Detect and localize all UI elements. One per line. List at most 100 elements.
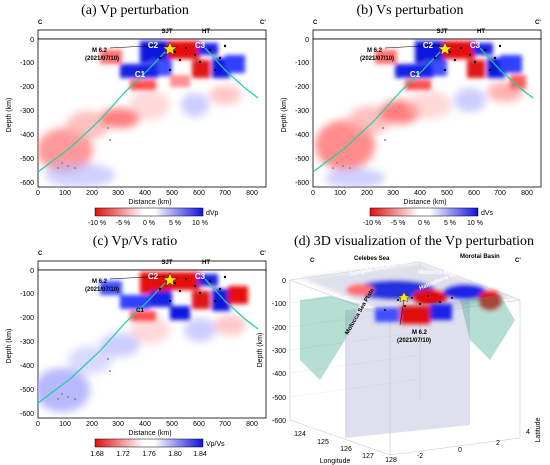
svg-text:300: 300 [387, 190, 399, 197]
svg-text:-300: -300 [272, 348, 286, 355]
svg-text:0: 0 [305, 37, 309, 44]
cluster-label-c2: C2 [148, 41, 159, 50]
svg-text:-500: -500 [272, 395, 286, 402]
event-date: (2021/07/10) [85, 287, 119, 293]
profile-start-label: C [313, 20, 318, 26]
svg-text:10 %: 10 % [467, 220, 483, 227]
svg-text:-2: -2 [417, 453, 423, 460]
svg-text:700: 700 [219, 421, 231, 428]
svg-text:-100: -100 [20, 291, 34, 298]
deep-event-points [57, 127, 111, 169]
event-date: (2021/07/10) [397, 338, 431, 344]
svg-text:1.84: 1.84 [193, 451, 207, 458]
panel-title: (c) Vp/Vs ratio [93, 234, 178, 249]
x-axis-label: Distance (km) [128, 199, 171, 206]
cluster-label-c2: C2 [423, 41, 434, 50]
profile-start-label: C [38, 20, 43, 26]
profile-start-label: C [38, 251, 43, 257]
hypocenter-points [433, 44, 502, 72]
z-axis-label: Depth (km) [257, 333, 264, 368]
svg-text:700: 700 [494, 190, 506, 197]
svg-text:100: 100 [59, 190, 71, 197]
y-axis-label: Latitude [535, 417, 542, 442]
svg-text:-10 %: -10 % [88, 220, 106, 227]
svg-text:200: 200 [86, 421, 98, 428]
svg-text:4: 4 [526, 429, 530, 436]
svg-text:1.76: 1.76 [142, 451, 156, 458]
colorbar-unit: dVp [206, 210, 219, 217]
cluster-label-c2: C2 [148, 272, 159, 281]
y-axis-ticks: 0 -100 -200 -300 -400 -500 -600 [295, 37, 309, 187]
svg-text:100: 100 [334, 190, 346, 197]
mainshock-star [162, 272, 178, 287]
z-axis-ticks: 0 -100 -200 -300 -400 -500 -600 [272, 278, 286, 425]
svg-text:600: 600 [193, 421, 205, 428]
svg-text:200: 200 [361, 190, 373, 197]
colorbar-unit: Vp/Vs [206, 441, 225, 448]
svg-text:-100: -100 [20, 60, 34, 67]
slab-trace [37, 282, 166, 404]
event-date: (2021/07/10) [360, 56, 394, 62]
panel-3d-visualization: (d) 3D visualization of the Vp perturbat… [257, 234, 542, 465]
svg-text:-400: -400 [295, 132, 309, 139]
svg-text:1.72: 1.72 [116, 451, 130, 458]
svg-text:500: 500 [166, 421, 178, 428]
event-name: M 6.2 [367, 48, 383, 54]
svg-text:-300: -300 [20, 108, 34, 115]
svg-text:400: 400 [139, 190, 151, 197]
svg-text:800: 800 [521, 190, 533, 197]
slab-trace [37, 51, 166, 173]
mainshock-star [162, 41, 178, 56]
svg-text:600: 600 [193, 190, 205, 197]
svg-text:100: 100 [59, 421, 71, 428]
svg-text:300: 300 [112, 190, 124, 197]
svg-text:800: 800 [246, 190, 258, 197]
colorbar [94, 438, 204, 448]
fault-label-ht: HT [202, 29, 210, 35]
cluster-label-c1: C1 [410, 70, 421, 79]
label-molucca-sea: Molucca Sea [418, 270, 455, 276]
svg-text:0: 0 [36, 421, 40, 428]
svg-text:-600: -600 [272, 418, 286, 425]
svg-text:500: 500 [441, 190, 453, 197]
svg-text:600: 600 [468, 190, 480, 197]
label-morotai-basin: Morotai Basin [460, 254, 500, 260]
svg-text:700: 700 [219, 190, 231, 197]
colorbar-unit: dVs [481, 210, 494, 217]
event-name: M 6.2 [92, 48, 108, 54]
fault-label-ht: HT [202, 260, 210, 266]
svg-text:0: 0 [36, 190, 40, 197]
profile-end-label: C' [515, 258, 521, 264]
svg-text:-400: -400 [20, 132, 34, 139]
y-axis-ticks: 0 -100 -200 -300 -400 -500 -600 [20, 37, 34, 187]
panel-title: (d) 3D visualization of the Vp perturbat… [294, 234, 534, 249]
svg-text:0: 0 [458, 447, 462, 454]
svg-text:300: 300 [112, 421, 124, 428]
panel-vp-perturbation: (a) Vp perturbation C C' SJT HT [6, 3, 267, 227]
svg-text:500: 500 [166, 190, 178, 197]
event-name: M 6.2 [92, 279, 108, 285]
cluster-label-c3: C3 [195, 41, 206, 50]
svg-text:0: 0 [282, 278, 286, 285]
svg-text:0: 0 [311, 190, 315, 197]
tomography-field [38, 272, 248, 412]
topography-band [37, 29, 267, 40]
profile-start-label: C [310, 258, 315, 264]
fault-label-sjt: SJT [161, 260, 172, 266]
deep-event-points [57, 358, 111, 400]
cluster-label-c1: C1 [136, 308, 144, 314]
svg-text:5 %: 5 % [169, 220, 181, 227]
svg-text:-100: -100 [272, 301, 286, 308]
svg-text:-400: -400 [272, 371, 286, 378]
profile-end-label: C' [535, 20, 541, 26]
surface-map [300, 263, 515, 316]
x-axis-ticks: 124 125 126 127 128 [294, 431, 397, 464]
event-date: (2021/07/10) [85, 56, 119, 62]
svg-text:5 %: 5 % [444, 220, 456, 227]
svg-text:10 %: 10 % [192, 220, 208, 227]
label-celebes-sea: Celebes Sea [354, 256, 390, 262]
section-anomalies [375, 304, 452, 324]
hypocenter-points [158, 275, 227, 303]
svg-text:128: 128 [385, 457, 397, 464]
